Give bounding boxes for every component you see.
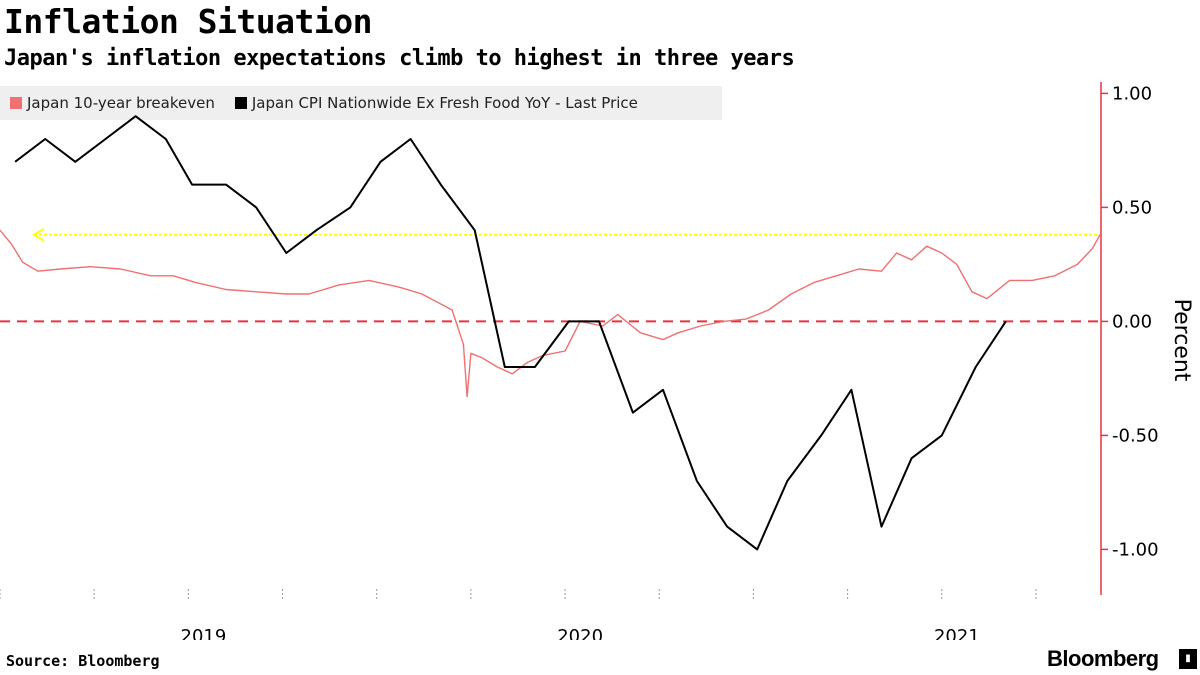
y-tick-label: -1.00	[1112, 539, 1159, 560]
chart-plot: 1.00 0.50 0.00 -0.50 -1.00 2019 2020 2021 Perce…	[0, 82, 1194, 640]
legend-item-breakeven: Japan 10-year breakeven	[10, 94, 215, 112]
chart-title: Inflation Situation	[4, 2, 373, 41]
highlight-arrow-icon	[32, 227, 45, 242]
legend-item-cpi: Japan CPI Nationwide Ex Fresh Food YoY -…	[234, 94, 638, 112]
y-tick-label: 0.00	[1112, 311, 1152, 332]
y-axis-title: Percent	[1169, 299, 1194, 382]
chart-series	[0, 115, 1101, 551]
chart-subtitle: Japan's inflation expectations climb to …	[4, 46, 795, 71]
legend-swatch-cpi	[234, 97, 247, 109]
legend-swatch-breakeven	[10, 97, 22, 109]
legend-label-cpi: Japan CPI Nationwide Ex Fresh Food YoY -…	[251, 94, 638, 112]
y-tick-label: -0.50	[1112, 425, 1159, 446]
x-tick-label: 2020	[557, 626, 603, 640]
x-tick-label: 2021	[934, 626, 980, 640]
series-line-cpi	[14, 115, 1007, 551]
source-note: Source: Bloomberg	[6, 652, 160, 670]
x-tick-label: 2019	[181, 626, 227, 640]
chart-axes: 1.00 0.50 0.00 -0.50 -1.00 2019 2020 2021	[0, 82, 1159, 640]
brand-logo: Bloomberg	[1047, 646, 1159, 671]
brand-mark-icon: ▮	[1179, 649, 1197, 669]
series-line-breakeven	[0, 229, 1101, 398]
y-tick-label: 0.50	[1112, 197, 1152, 218]
y-tick-label: 1.00	[1112, 83, 1152, 104]
legend-label-breakeven: Japan 10-year breakeven	[27, 94, 215, 112]
chart-legend: Japan 10-year breakeven Japan CPI Nation…	[0, 86, 722, 120]
